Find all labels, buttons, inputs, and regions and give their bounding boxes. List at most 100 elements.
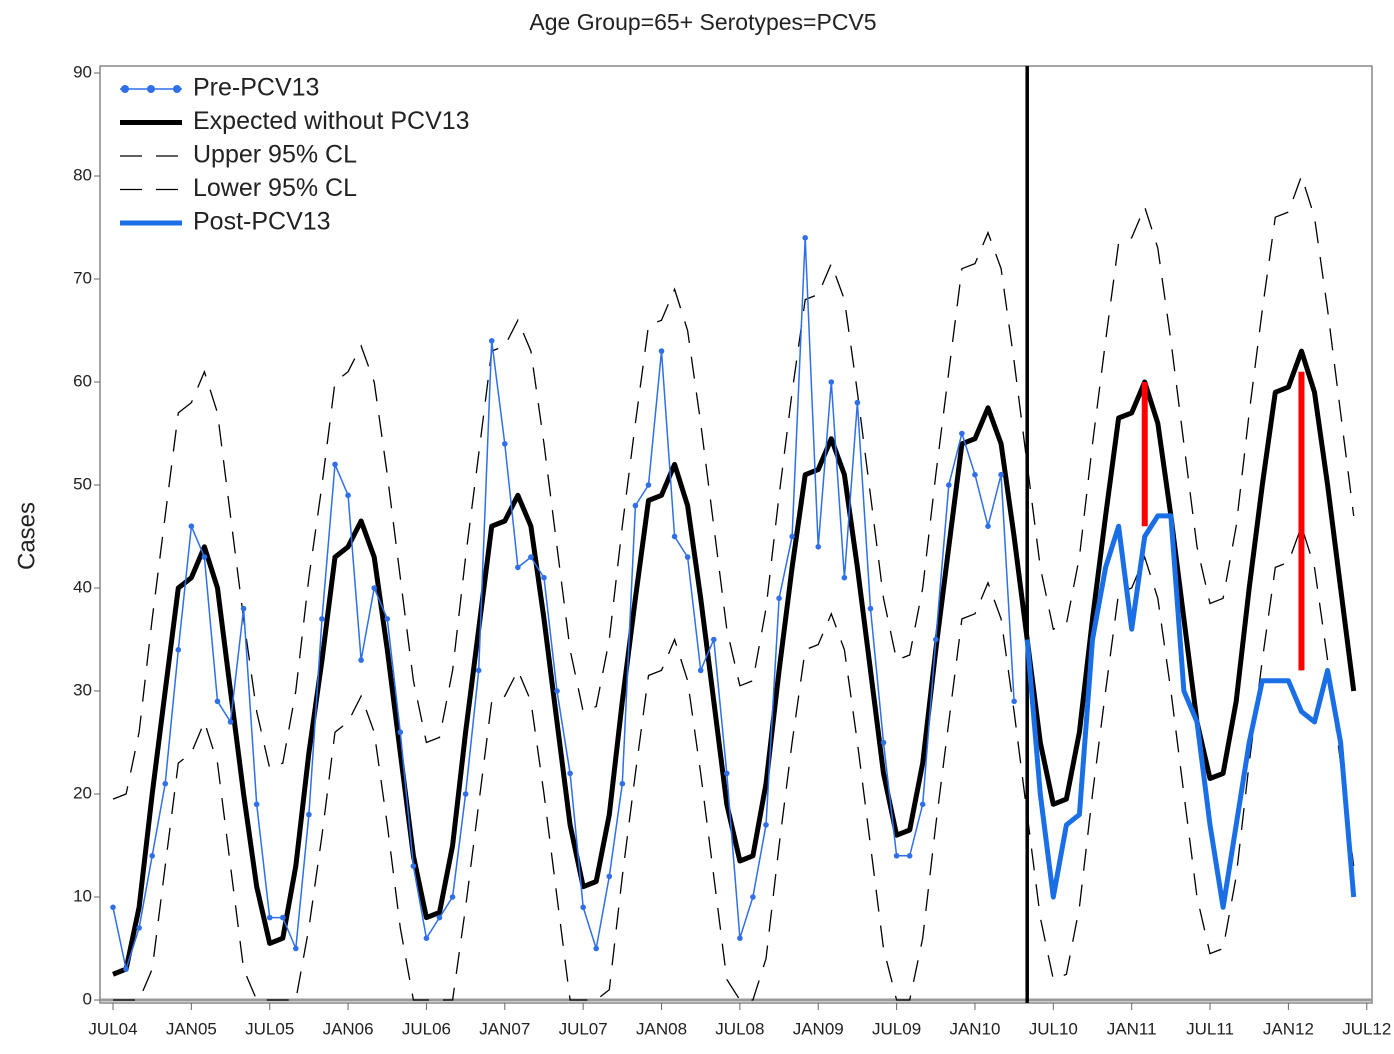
y-tick-label: 60 xyxy=(73,371,92,390)
point xyxy=(358,657,364,663)
legend-label: Expected without PCV13 xyxy=(193,107,470,135)
point xyxy=(384,616,391,622)
legend-marker xyxy=(121,85,129,93)
point xyxy=(632,502,639,509)
point xyxy=(854,399,861,406)
plot-frame xyxy=(99,65,1373,1004)
x-tick-label: JAN11 xyxy=(1107,1019,1157,1038)
y-axis-label: Cases xyxy=(13,502,40,570)
point xyxy=(750,894,756,900)
point xyxy=(1011,698,1017,705)
point xyxy=(162,780,169,787)
point xyxy=(985,523,991,529)
point xyxy=(136,925,142,931)
point xyxy=(802,235,808,241)
series-line xyxy=(112,348,1357,977)
x-tick-label: JAN08 xyxy=(636,1019,687,1038)
point xyxy=(475,667,482,674)
point xyxy=(541,574,547,581)
point xyxy=(619,780,626,787)
point xyxy=(306,811,312,818)
point xyxy=(279,914,286,921)
x-tick-label: JUL10 xyxy=(1029,1019,1078,1038)
point xyxy=(724,770,730,777)
point xyxy=(684,554,691,560)
y-tick-label: 40 xyxy=(73,577,92,596)
series-line xyxy=(112,237,1015,973)
point xyxy=(841,574,848,581)
x-tick-label: JAN10 xyxy=(949,1019,1000,1038)
point xyxy=(371,585,378,591)
point xyxy=(737,935,743,941)
y-tick-label: 0 xyxy=(83,989,92,1008)
point xyxy=(515,564,521,571)
y-tick-label: 30 xyxy=(73,680,92,699)
point xyxy=(227,719,234,725)
point xyxy=(919,801,926,808)
point xyxy=(946,482,952,488)
point xyxy=(293,945,299,952)
point xyxy=(658,348,665,354)
series-line xyxy=(113,524,1355,1001)
point xyxy=(188,523,195,529)
point xyxy=(488,338,495,344)
point xyxy=(606,873,613,880)
point xyxy=(175,647,182,653)
point xyxy=(554,688,560,694)
point xyxy=(867,605,874,612)
point xyxy=(593,945,600,952)
x-tick-label: JAN05 xyxy=(166,1019,217,1038)
point xyxy=(397,729,404,735)
point xyxy=(110,904,116,911)
x-tick-label: JAN12 xyxy=(1263,1019,1314,1038)
point xyxy=(763,822,769,828)
legend-marker xyxy=(147,85,155,93)
y-tick-label: 80 xyxy=(73,165,92,184)
y-tick-label: 20 xyxy=(73,783,92,802)
point xyxy=(332,461,338,468)
series-line xyxy=(1024,513,1357,910)
point xyxy=(266,914,273,921)
y-tick-label: 50 xyxy=(73,474,92,493)
point xyxy=(671,533,678,540)
x-tick-label: JUL09 xyxy=(872,1019,921,1038)
series-line xyxy=(112,173,1355,800)
legend-label: Upper 95% CL xyxy=(193,141,357,169)
x-tick-label: JUL08 xyxy=(715,1019,764,1038)
x-tick-label: JAN09 xyxy=(793,1019,844,1038)
point xyxy=(345,492,351,499)
point xyxy=(645,482,652,488)
point xyxy=(449,894,456,900)
point xyxy=(972,471,978,478)
chart-title: Age Group=65+ Serotypes=PCV5 xyxy=(529,9,876,35)
x-tick-label: JAN06 xyxy=(323,1019,374,1038)
point xyxy=(214,698,221,705)
legend-marker xyxy=(173,85,181,93)
point xyxy=(423,935,430,941)
point xyxy=(502,441,508,447)
point xyxy=(815,544,822,550)
x-tick-label: JUL06 xyxy=(402,1019,451,1038)
point xyxy=(906,853,913,859)
x-tick-label: JUL05 xyxy=(245,1019,294,1038)
point xyxy=(932,636,939,643)
point xyxy=(789,533,795,540)
point xyxy=(710,636,717,643)
x-tick-label: JUL07 xyxy=(559,1019,608,1038)
point xyxy=(893,853,900,859)
point xyxy=(201,554,208,560)
point xyxy=(998,471,1004,478)
y-tick-label: 70 xyxy=(73,268,92,287)
point xyxy=(410,863,417,869)
point xyxy=(528,554,534,560)
x-tick-label: JAN07 xyxy=(479,1019,530,1038)
point xyxy=(697,667,704,674)
x-tick-label: JUL04 xyxy=(88,1019,137,1038)
point xyxy=(828,379,835,385)
point xyxy=(319,616,325,622)
point xyxy=(580,904,586,911)
point xyxy=(149,853,155,859)
y-tick-label: 10 xyxy=(73,886,92,905)
point xyxy=(462,791,469,797)
